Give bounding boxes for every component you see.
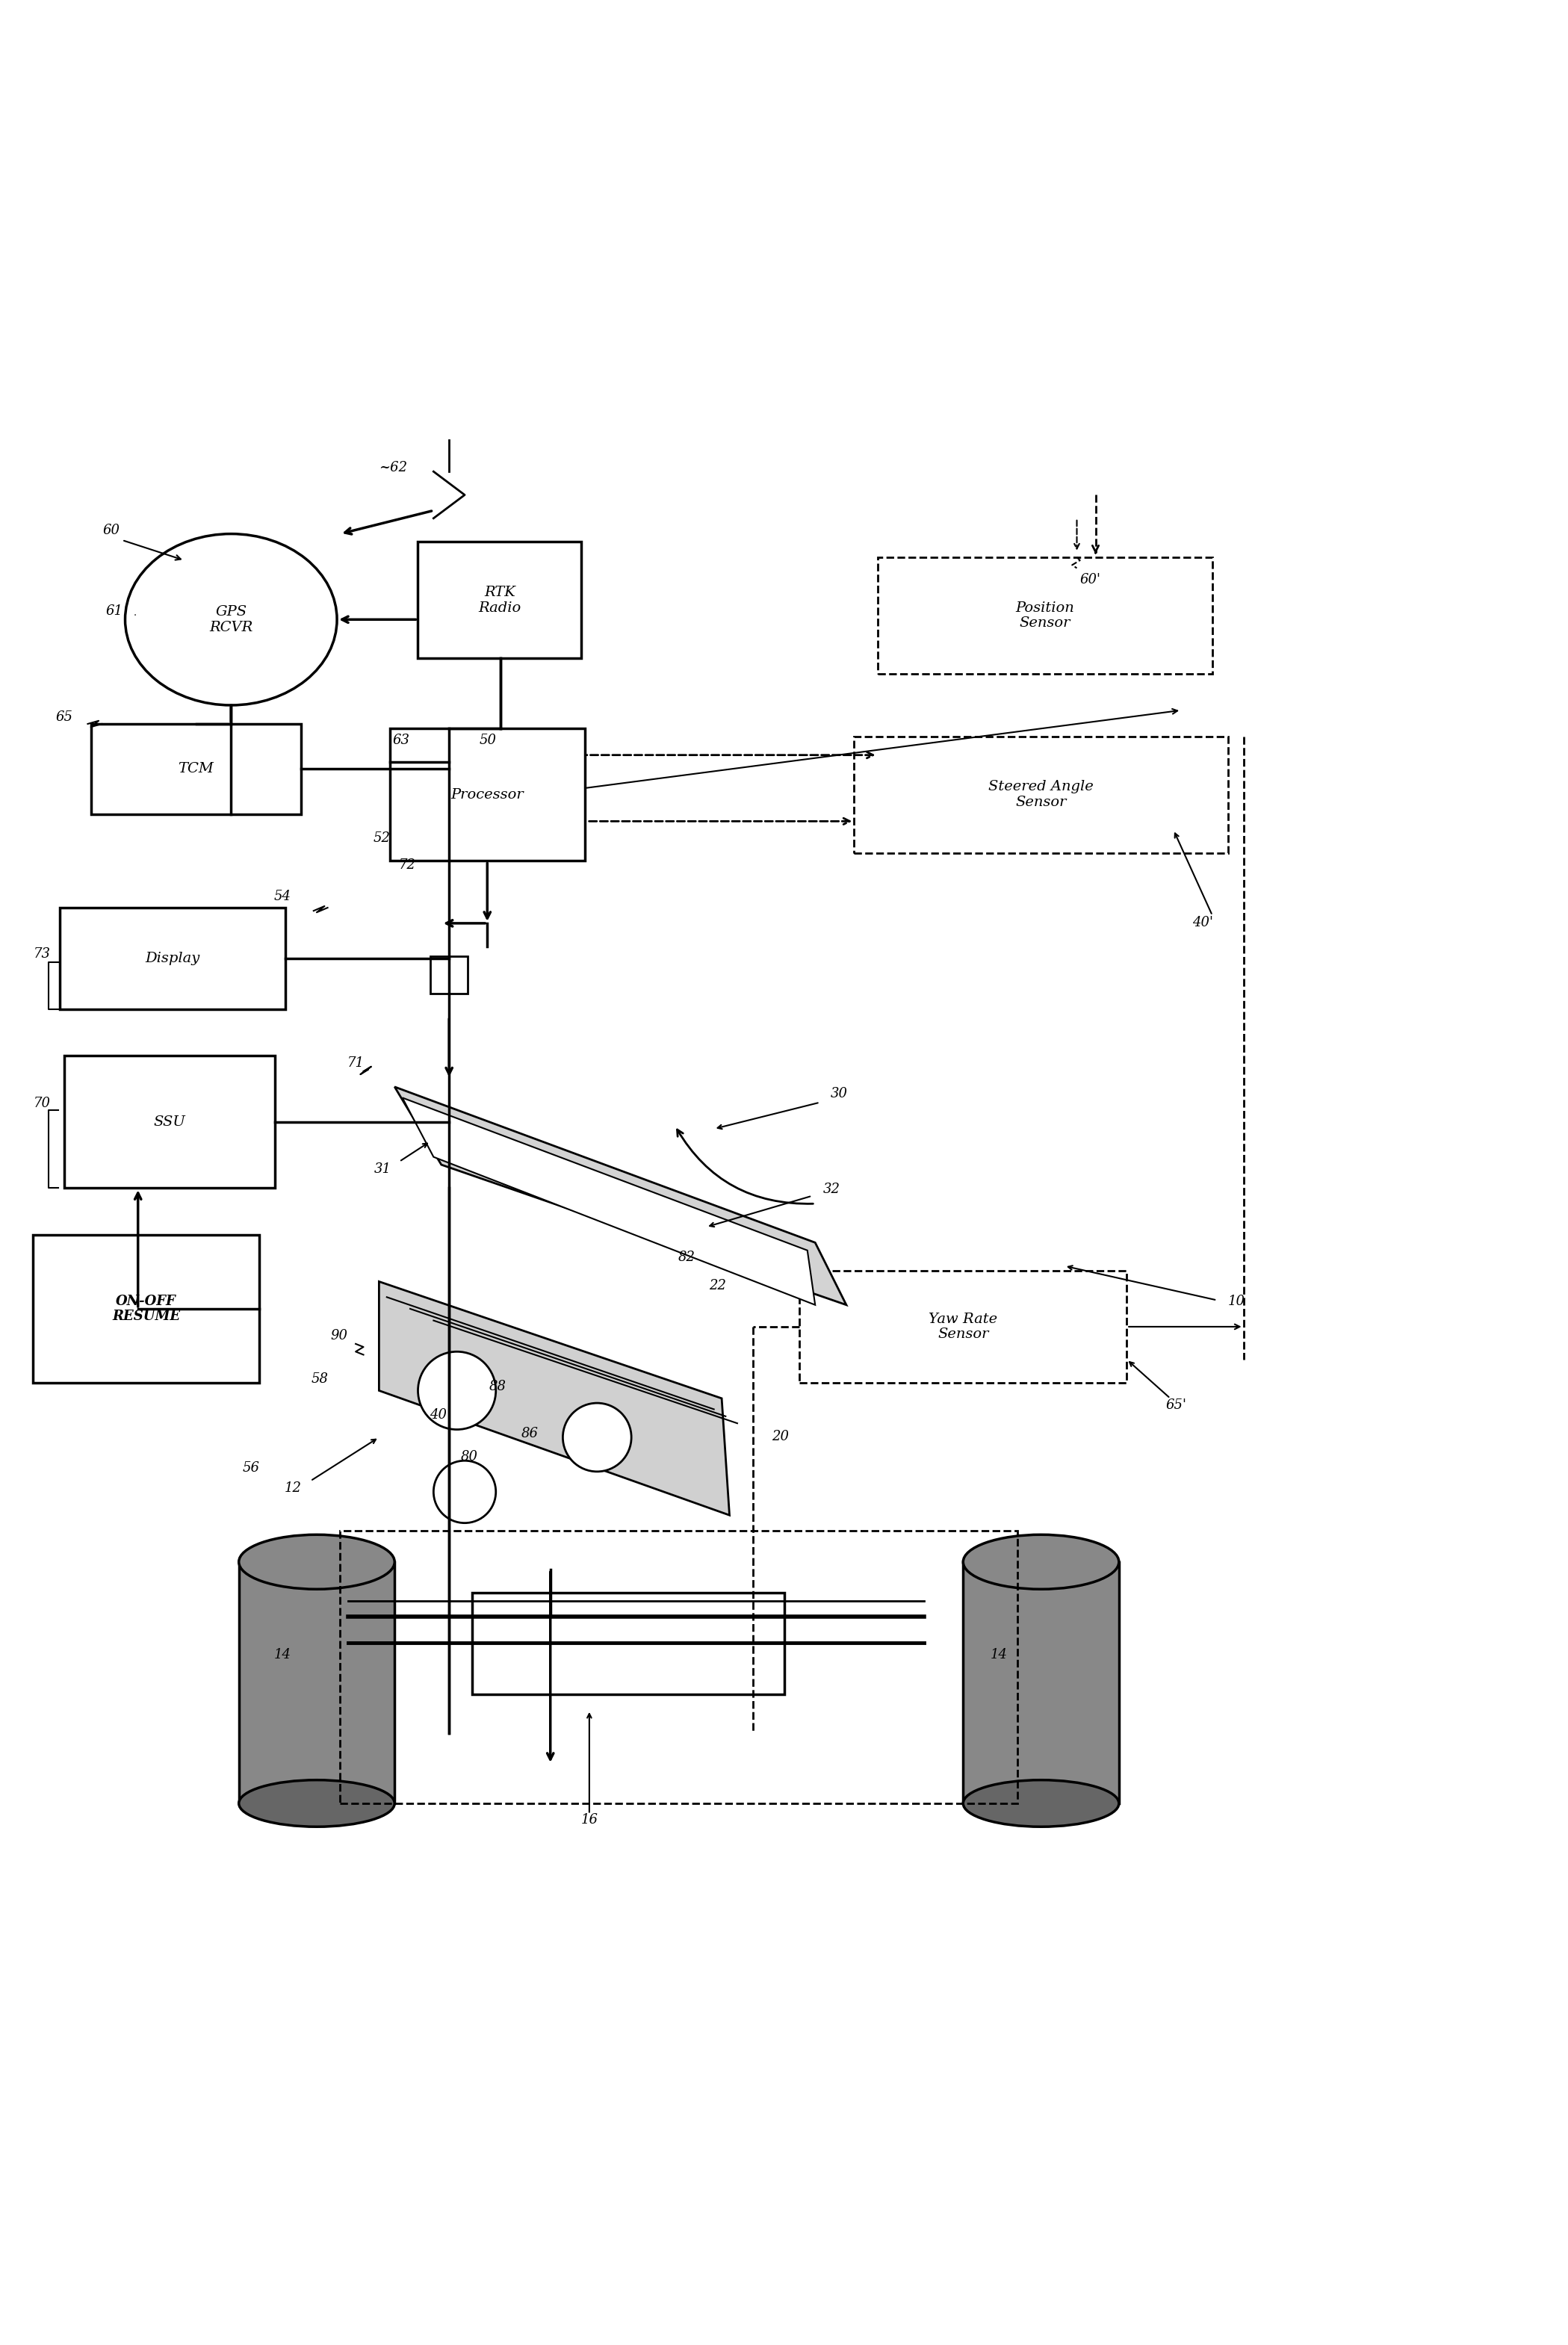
Bar <box>419 542 582 659</box>
Circle shape <box>419 1351 495 1430</box>
Text: 63: 63 <box>392 734 409 748</box>
Text: 16: 16 <box>580 1813 597 1827</box>
Text: 80: 80 <box>461 1449 478 1463</box>
Text: Display: Display <box>146 952 201 966</box>
Circle shape <box>563 1402 632 1473</box>
Text: Position
Sensor: Position Sensor <box>1016 600 1074 631</box>
Bar <box>64 1055 274 1189</box>
Text: 32: 32 <box>823 1182 840 1196</box>
Text: SSU: SSU <box>154 1116 185 1128</box>
Text: GPS
RCVR: GPS RCVR <box>209 605 252 633</box>
Text: 14: 14 <box>991 1649 1008 1663</box>
Bar <box>878 558 1212 673</box>
Text: 90: 90 <box>331 1330 348 1341</box>
Text: 58: 58 <box>310 1372 328 1386</box>
Text: 72: 72 <box>398 858 416 872</box>
Bar <box>963 1562 1120 1803</box>
Text: 50: 50 <box>480 734 497 748</box>
Text: 54: 54 <box>274 889 292 903</box>
Text: 12: 12 <box>285 1482 303 1494</box>
Text: 73: 73 <box>33 947 50 961</box>
Text: 88: 88 <box>489 1381 506 1393</box>
Text: 31: 31 <box>375 1163 392 1175</box>
Polygon shape <box>379 1280 729 1515</box>
Bar <box>340 1531 1018 1803</box>
Text: 22: 22 <box>709 1278 726 1292</box>
Text: 40: 40 <box>430 1407 447 1421</box>
Text: 30: 30 <box>831 1088 848 1100</box>
Text: 60: 60 <box>102 523 119 537</box>
Bar <box>800 1271 1127 1384</box>
Text: TCM: TCM <box>179 762 213 776</box>
Bar <box>431 957 467 994</box>
Bar <box>390 729 585 861</box>
Text: 20: 20 <box>771 1430 789 1445</box>
Text: 14: 14 <box>274 1649 292 1663</box>
Text: 65': 65' <box>1165 1400 1187 1412</box>
Text: Steered Angle
Sensor: Steered Angle Sensor <box>988 781 1093 809</box>
Text: ~62: ~62 <box>379 462 408 474</box>
Text: 70: 70 <box>33 1097 50 1109</box>
Ellipse shape <box>963 1780 1120 1827</box>
Text: 61: 61 <box>105 605 122 617</box>
Bar <box>91 725 301 814</box>
Text: 65: 65 <box>56 711 74 725</box>
Text: 10: 10 <box>1228 1294 1245 1309</box>
Text: 56: 56 <box>243 1461 260 1475</box>
Text: 82: 82 <box>677 1250 695 1264</box>
Text: 40': 40' <box>1192 917 1214 929</box>
Bar <box>472 1592 784 1695</box>
Polygon shape <box>403 1097 815 1304</box>
Text: 52: 52 <box>373 832 390 844</box>
Bar <box>60 908 285 1008</box>
Ellipse shape <box>238 1534 395 1590</box>
Text: 86: 86 <box>522 1426 539 1440</box>
Text: Processor: Processor <box>450 788 524 802</box>
Bar <box>33 1236 259 1384</box>
Circle shape <box>433 1461 495 1522</box>
Bar <box>855 736 1228 854</box>
Polygon shape <box>395 1086 847 1304</box>
Text: 60': 60' <box>1080 572 1101 586</box>
Text: 71: 71 <box>347 1055 364 1069</box>
Ellipse shape <box>963 1534 1120 1590</box>
Text: RTK
Radio: RTK Radio <box>478 586 521 614</box>
Text: ON-OFF
RESUME: ON-OFF RESUME <box>113 1294 180 1323</box>
Ellipse shape <box>238 1780 395 1827</box>
Text: Yaw Rate
Sensor: Yaw Rate Sensor <box>928 1313 997 1341</box>
Bar <box>238 1562 395 1803</box>
